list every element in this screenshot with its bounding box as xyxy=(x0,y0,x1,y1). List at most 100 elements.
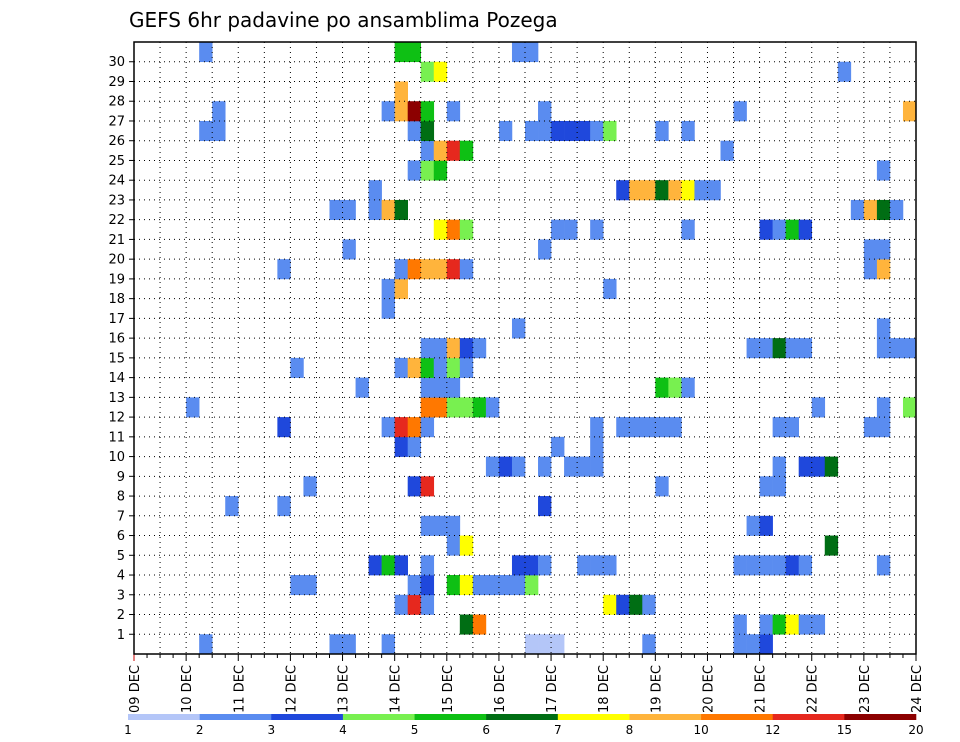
precip-cell xyxy=(902,338,917,359)
precip-cell xyxy=(433,357,448,378)
precip-cell xyxy=(655,417,669,438)
precip-cell xyxy=(446,140,461,161)
precip-cell xyxy=(381,634,395,655)
precip-cell xyxy=(446,575,461,596)
y-tick-label: 22 xyxy=(108,213,125,228)
precip-cell xyxy=(394,199,408,220)
precip-cell xyxy=(368,199,382,220)
precip-cell xyxy=(472,338,487,359)
precip-cell xyxy=(681,120,695,142)
precip-cell xyxy=(876,160,891,181)
precip-cell xyxy=(433,515,448,536)
precip-cell xyxy=(642,634,656,655)
precip-cell xyxy=(876,259,891,280)
precip-cell xyxy=(837,61,852,82)
precip-cell xyxy=(733,101,747,122)
precip-cell xyxy=(381,278,395,299)
precip-cell xyxy=(733,634,747,655)
x-tick-label: 13 DEC xyxy=(337,665,352,713)
precip-cell xyxy=(446,338,461,359)
precip-cell xyxy=(498,456,513,477)
precip-cell xyxy=(420,417,435,438)
precip-cell xyxy=(759,555,773,576)
precip-cell xyxy=(746,555,760,576)
colorbar-swatch xyxy=(629,714,702,720)
precip-cell xyxy=(485,397,500,418)
precip-cell xyxy=(538,239,552,260)
precip-cell xyxy=(446,377,461,398)
precip-cell xyxy=(381,417,395,438)
precip-cell xyxy=(459,219,474,240)
precip-cell xyxy=(655,120,669,142)
y-tick-label: 26 xyxy=(108,134,125,149)
precip-cell xyxy=(590,417,604,438)
precip-cell xyxy=(811,397,826,418)
precip-cell xyxy=(876,338,891,359)
precip-cell xyxy=(511,318,526,339)
precip-cell xyxy=(551,634,565,655)
precip-cell xyxy=(290,357,304,378)
precip-cell xyxy=(603,555,617,576)
y-tick-label: 27 xyxy=(108,114,125,129)
precip-cell xyxy=(329,199,343,220)
precip-cell xyxy=(772,614,786,635)
precip-cell xyxy=(590,456,604,477)
precip-cell xyxy=(407,259,422,280)
precip-cell xyxy=(472,575,487,596)
precip-cell xyxy=(420,61,435,82)
precip-cell xyxy=(772,338,786,359)
precip-cell xyxy=(407,594,422,615)
precip-cell xyxy=(459,614,474,635)
y-tick-label: 12 xyxy=(108,411,125,426)
y-tick-label: 24 xyxy=(108,174,125,189)
precip-cell xyxy=(472,397,487,418)
precip-cell xyxy=(876,555,891,576)
y-tick-label: 2 xyxy=(117,608,125,623)
y-tick-label: 17 xyxy=(108,312,125,327)
precip-cell xyxy=(824,535,839,556)
precip-cell xyxy=(525,555,539,576)
x-tick-label: 11 DEC xyxy=(232,665,247,713)
precip-cell xyxy=(498,575,513,596)
precip-cell xyxy=(590,555,604,576)
x-tick-label: 22 DEC xyxy=(806,665,821,713)
precip-cell xyxy=(590,219,604,240)
colorbar-swatch xyxy=(701,714,774,720)
precip-cell xyxy=(433,338,448,359)
precip-cell xyxy=(277,417,291,438)
precip-cell xyxy=(186,397,200,418)
y-tick-labels: 1234567891011121314151617181920212223242… xyxy=(108,55,125,643)
precip-cell xyxy=(407,120,422,142)
colorbar-label: 7 xyxy=(554,723,562,737)
y-tick-label: 21 xyxy=(108,233,125,248)
precip-cell xyxy=(616,417,630,438)
precip-cell xyxy=(420,555,435,576)
y-tick-label: 19 xyxy=(108,272,125,287)
cells-layer xyxy=(186,42,917,655)
precip-cell xyxy=(616,180,630,201)
precip-cell xyxy=(759,476,773,497)
precip-cell xyxy=(681,219,695,240)
precip-cell xyxy=(407,42,422,63)
precip-cell xyxy=(407,436,422,457)
x-tick-label: 12 DEC xyxy=(284,665,299,713)
precip-cell xyxy=(433,160,448,181)
precip-cell xyxy=(446,357,461,378)
precip-cell xyxy=(889,199,904,220)
colorbar-label: 1 xyxy=(124,723,132,737)
precip-cell xyxy=(538,496,552,517)
precip-cell xyxy=(863,417,878,438)
precip-cell xyxy=(551,219,565,240)
colorbar-label: 5 xyxy=(411,723,419,737)
precip-cell xyxy=(902,397,917,418)
precip-cell xyxy=(420,476,435,497)
precip-cell xyxy=(368,180,382,201)
colorbar-swatch xyxy=(199,714,272,720)
precip-cell xyxy=(655,377,669,398)
precip-cell xyxy=(772,456,786,477)
precip-cell xyxy=(746,634,760,655)
y-tick-label: 20 xyxy=(108,253,125,268)
precip-cell xyxy=(407,357,422,378)
precip-cell xyxy=(525,575,539,596)
